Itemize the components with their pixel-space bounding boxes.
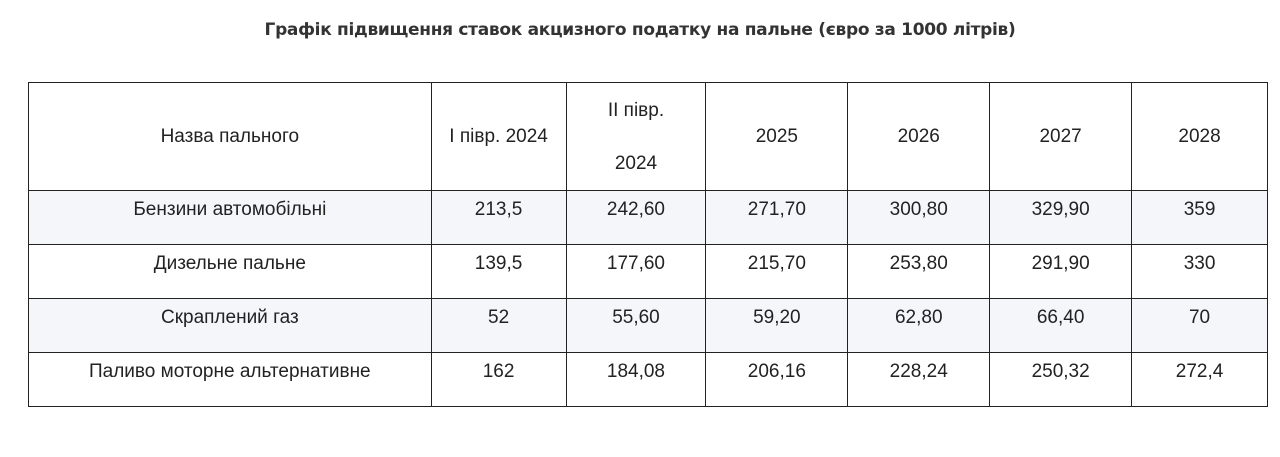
rate-cell: 330	[1131, 244, 1268, 299]
rate-cell: 329,90	[989, 190, 1133, 245]
header-cell: Назва пального	[28, 82, 432, 191]
fuel-name-cell: Скраплений газ	[28, 298, 432, 353]
rate-cell: 250,32	[989, 352, 1133, 407]
rate-cell: 139,5	[430, 244, 567, 299]
rate-cell: 70	[1131, 298, 1268, 353]
rate-cell: 206,16	[705, 352, 849, 407]
header-cell: 2025	[705, 82, 849, 191]
fuel-name-cell: Дизельне пальне	[28, 244, 432, 299]
rate-cell: 52	[430, 298, 567, 353]
table-row: Бензини автомобільні 213,5 242,60 271,70 300…	[28, 190, 1268, 245]
rate-cell: 242,60	[565, 190, 707, 245]
rate-cell: 213,5	[430, 190, 567, 245]
table-row: Дизельне пальне 139,5 177,60 215,70 253,80 29…	[28, 244, 1268, 299]
header-cell-line: II півр.	[607, 99, 665, 121]
rate-cell: 272,4	[1131, 352, 1268, 407]
rate-cell: 55,60	[565, 298, 707, 353]
header-cell: І півр. 2024	[430, 82, 567, 191]
rate-cell: 300,80	[847, 190, 991, 245]
table-header-row: Назва пального І півр. 2024 II півр. 202…	[28, 82, 1268, 191]
rate-cell: 177,60	[565, 244, 707, 299]
rate-cell: 253,80	[847, 244, 991, 299]
rate-cell: 291,90	[989, 244, 1133, 299]
header-cell: II півр. 2024	[565, 82, 707, 191]
rate-cell: 215,70	[705, 244, 849, 299]
rate-cell: 359	[1131, 190, 1268, 245]
header-cell: 2028	[1131, 82, 1268, 191]
excise-rates-table: Назва пального І півр. 2024 II півр. 202…	[28, 82, 1268, 407]
fuel-name-cell: Бензини автомобільні	[28, 190, 432, 245]
rate-cell: 271,70	[705, 190, 849, 245]
header-cell: 2026	[847, 82, 991, 191]
rate-cell: 59,20	[705, 298, 849, 353]
rate-cell: 228,24	[847, 352, 991, 407]
header-cell-line: 2024	[614, 152, 658, 174]
rate-cell: 62,80	[847, 298, 991, 353]
rate-cell: 162	[430, 352, 567, 407]
page-title: Графік підвищення ставок акцизного подат…	[264, 20, 1016, 40]
rate-cell: 66,40	[989, 298, 1133, 353]
rate-cell: 184,08	[565, 352, 707, 407]
fuel-name-cell: Паливо моторне альтернативне	[28, 352, 432, 407]
header-cell: 2027	[989, 82, 1133, 191]
table-row: Скраплений газ 52 55,60 59,20 62,80 66,40 70	[28, 298, 1268, 353]
table-row: Паливо моторне альтернативне 162 184,08 206…	[28, 352, 1268, 407]
